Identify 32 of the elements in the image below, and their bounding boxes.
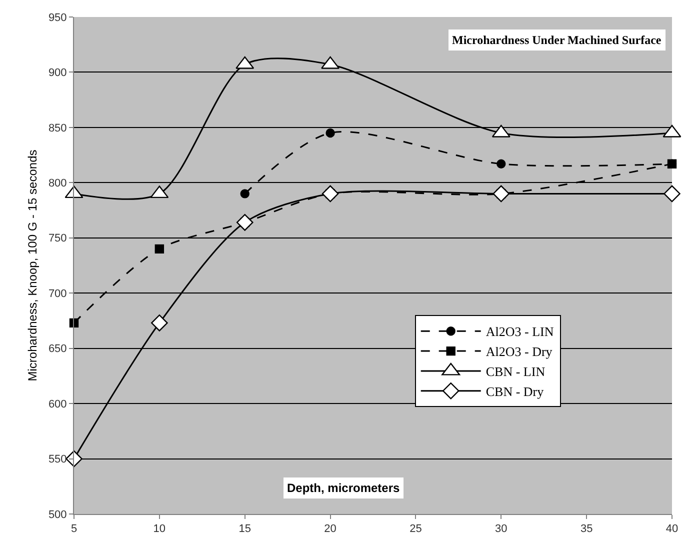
- x-tick-label: 35: [580, 523, 593, 536]
- x-tick-label: 5: [70, 523, 78, 536]
- legend-label: CBN - Dry: [486, 384, 544, 399]
- y-tick-label: 750: [48, 232, 67, 245]
- x-tick-label: 20: [324, 523, 336, 536]
- y-tick-label: 850: [48, 122, 67, 134]
- x-axis-title: Depth, micrometers: [287, 481, 400, 495]
- x-tick-label: 25: [410, 523, 422, 536]
- x-tick-label: 15: [238, 523, 251, 536]
- legend-label: CBN - LIN: [486, 364, 546, 380]
- point: [667, 159, 677, 168]
- legend-label: Al2O3 - Dry: [486, 344, 553, 360]
- point: [151, 314, 168, 332]
- y-tick-label: 800: [48, 178, 67, 190]
- point: [496, 159, 506, 168]
- point: [236, 214, 254, 231]
- x-tick-label: 30: [495, 523, 508, 536]
- y-tick-label: 500: [48, 508, 67, 521]
- text: Microhardness Under Machined Surface: [452, 33, 662, 47]
- y-tick-label: 700: [48, 288, 67, 300]
- point: [664, 185, 680, 202]
- legend-label: Al2O3 - LIN: [486, 324, 554, 340]
- y-tick-label: 550: [48, 454, 67, 466]
- x-tick-label: 40: [666, 523, 678, 536]
- point: [240, 189, 250, 198]
- y-tick-label: 600: [48, 398, 67, 410]
- y-axis-title: Microhardness, Knoop, 100 G - 15 seconds: [26, 150, 40, 382]
- x-tick-label: 10: [153, 523, 166, 536]
- y-tick-label: 650: [48, 343, 67, 356]
- y-tick-label: 900: [48, 67, 67, 80]
- y-tick-label: 950: [48, 12, 67, 24]
- point: [326, 128, 335, 138]
